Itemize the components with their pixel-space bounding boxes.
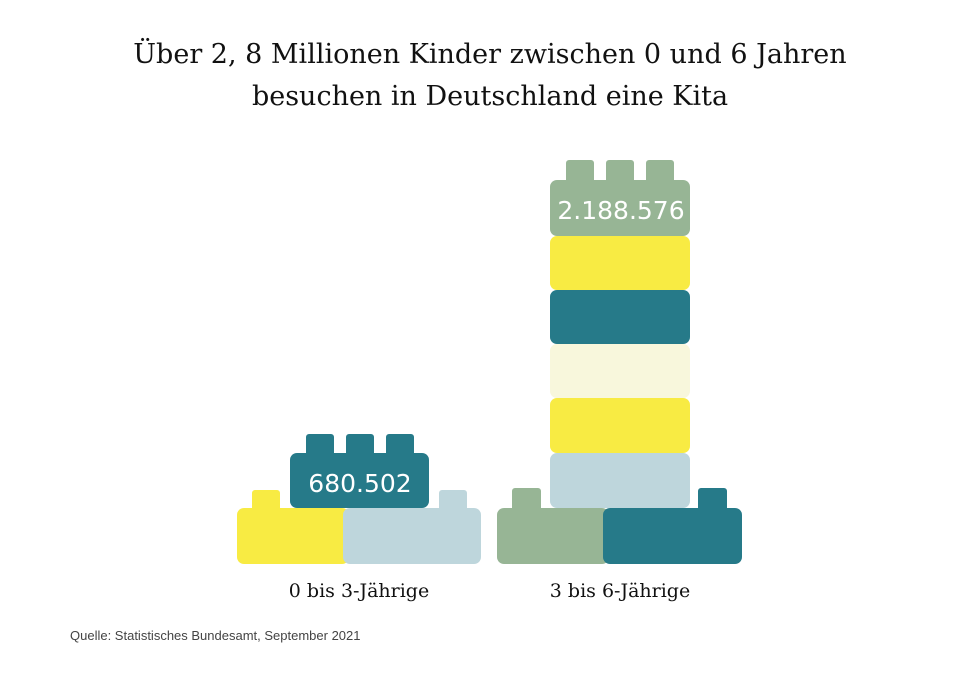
chart-title-line-1: Über 2, 8 Millionen Kinder zwischen 0 un… [133,39,847,70]
bar-1-brick-teal-middle [550,290,690,344]
bar-0-brick-yellow [237,490,349,564]
bar-1-brick-sage-top [550,160,690,236]
bar-1-brick-lightblue [550,453,690,508]
chart-title-line-2: besuchen in Deutschland eine Kita [251,81,729,112]
source-note: Quelle: Statistisches Bundesamt, Septemb… [70,628,361,643]
bar-1-brick-yellow-lower [550,398,690,453]
bar-1-brick-cream [550,344,690,398]
bar-0-brick-lightblue [343,490,481,564]
bar-1-brick-sage-bottom [497,488,609,564]
bar-1-value-label: 2.188.576 [557,196,684,225]
bar-1-brick-yellow-upper [550,236,690,290]
bar-1-brick-teal-bottom [603,488,742,564]
bar-0-brick-teal-top [290,434,429,508]
category-label-0: 0 bis 3-Jährige [289,580,429,602]
bar-0-value-label: 680.502 [308,469,411,498]
chart-title: Über 2, 8 Millionen Kinder zwischen 0 un… [0,34,980,118]
category-label-1: 3 bis 6-Jährige [550,580,690,602]
